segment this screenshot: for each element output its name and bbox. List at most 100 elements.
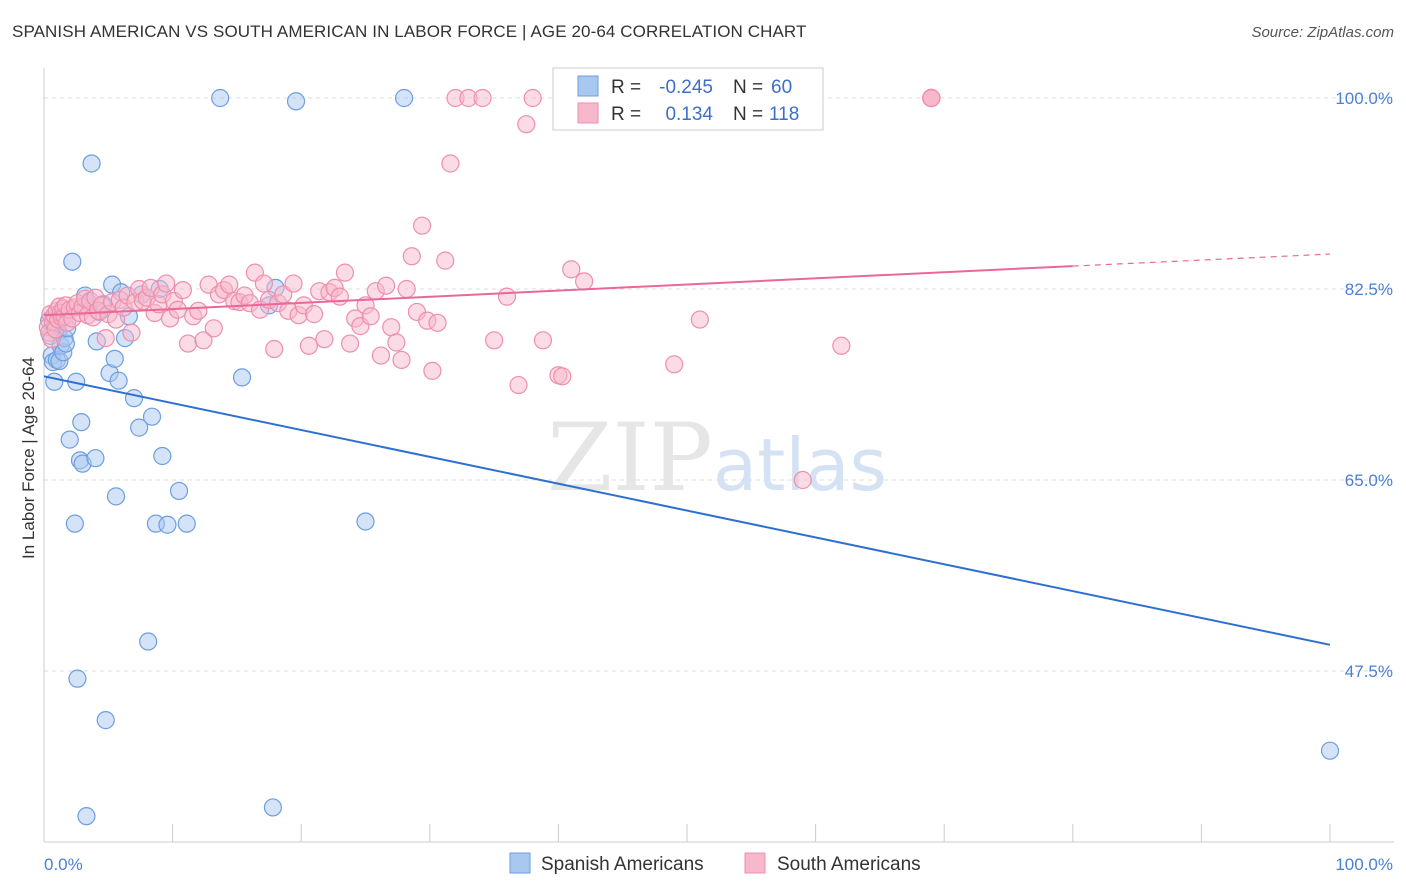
south-point-50 — [178, 334, 198, 353]
south-point-71 — [284, 274, 303, 293]
chart-title: SPANISH AMERICAN VS SOUTH AMERICAN IN LA… — [12, 22, 807, 41]
spanish-point-57 — [356, 512, 375, 531]
south-point-107 — [509, 375, 528, 395]
bottom-legend-label-blue: Spanish Americans — [541, 854, 704, 875]
south-point-67 — [265, 339, 284, 359]
south-point-106 — [497, 287, 517, 306]
south-point-88 — [371, 346, 391, 365]
trend-line-south — [43, 265, 1073, 317]
south-point-29 — [96, 329, 115, 348]
legend-swatch-blue — [577, 75, 599, 97]
source-label: Source: ZipAtlas.com — [1251, 24, 1394, 41]
spanish-point-50 — [177, 514, 196, 533]
y-tick-label-1: 65.0% — [1345, 471, 1393, 490]
spanish-point-43 — [139, 632, 158, 651]
legend-r-value-1: -0.245 — [659, 77, 713, 98]
spanish-point-47 — [153, 446, 172, 466]
south-point-113 — [562, 260, 581, 279]
south-point-98 — [423, 361, 442, 380]
legend-swatch-pink — [577, 102, 599, 124]
watermark-zip: ZIP — [547, 404, 713, 513]
legend-n-value-1: 60 — [771, 77, 792, 98]
south-point-45 — [157, 274, 176, 293]
legend-n-label-2: N = — [733, 104, 763, 125]
south-point-82 — [340, 334, 360, 353]
south-point-109 — [533, 331, 553, 350]
y-tick-label-3: 100.0% — [1335, 89, 1393, 108]
south-point-80 — [330, 287, 349, 306]
legend-n-value-2: 118 — [769, 104, 799, 125]
trend-line-south-extension — [1072, 253, 1331, 267]
spanish-point-56 — [286, 92, 306, 111]
south-point-81 — [335, 263, 355, 282]
trend-line-spanish — [43, 375, 1331, 646]
south-point-112 — [553, 367, 572, 386]
south-point-114 — [575, 272, 594, 291]
y-tick-labels: 47.5% 65.0% 82.5% 100.0% — [1335, 89, 1393, 681]
x-tick-label-0: 0.0% — [44, 855, 83, 874]
south-point-36 — [122, 323, 141, 342]
south-point-92 — [392, 350, 411, 370]
south-point-118 — [832, 336, 851, 355]
spanish-point-4 — [45, 372, 64, 391]
trend-lines — [43, 253, 1331, 646]
spanish-point-27 — [86, 449, 105, 468]
legend-n-label-1: N = — [733, 77, 763, 98]
y-tick-label-0: 47.5% — [1345, 662, 1393, 681]
x-tick-label-1: 100.0% — [1335, 855, 1393, 874]
spanish-point-41 — [130, 418, 149, 437]
spanish-point-31 — [96, 711, 115, 730]
spanish-point-51 — [211, 88, 230, 108]
watermark: ZIP atlas — [547, 404, 887, 513]
x-tick-labels: 0.0% 100.0% — [44, 855, 1393, 874]
south-point-105 — [485, 331, 504, 350]
bottom-legend: Spanish Americans South Americans — [509, 852, 921, 875]
watermark-atlas: atlas — [713, 423, 887, 507]
south-point-90 — [382, 318, 401, 337]
south-point-94 — [402, 247, 421, 266]
south-point-115 — [665, 355, 684, 374]
legend-r-value-2: 0.134 — [665, 104, 713, 125]
south-point-96 — [412, 216, 432, 235]
axes — [43, 68, 1394, 843]
spanish-point-16 — [63, 252, 82, 271]
spanish-point-19 — [68, 669, 87, 688]
south-point-127 — [922, 88, 941, 108]
spanish-point-40 — [124, 389, 144, 408]
south-point-53 — [194, 331, 213, 350]
south-point-65 — [254, 274, 274, 293]
spanish-point-52 — [232, 368, 252, 387]
spanish-point-44 — [142, 407, 162, 426]
south-point-104 — [473, 88, 492, 108]
spanish-point-59 — [1320, 741, 1340, 760]
spanish-point-35 — [106, 487, 126, 506]
south-point-52 — [189, 301, 208, 320]
south-point-58 — [220, 275, 239, 294]
spanish-point-21 — [72, 413, 91, 432]
spanish-point-54 — [263, 798, 283, 817]
legend-r-label-2: R = — [611, 104, 641, 125]
south-point-108 — [517, 115, 536, 134]
south-point-89 — [376, 276, 396, 295]
bottom-legend-swatch-blue — [509, 852, 531, 874]
south-point-86 — [361, 307, 380, 326]
south-point-91 — [387, 333, 406, 352]
south-point-49 — [173, 280, 192, 300]
spanish-point-15 — [60, 430, 79, 449]
y-tick-label-2: 82.5% — [1345, 280, 1393, 299]
south-point-93 — [397, 279, 416, 299]
bottom-legend-swatch-pink — [744, 852, 766, 874]
south-point-75 — [304, 305, 324, 324]
spanish-point-24 — [77, 807, 96, 826]
spanish-point-17 — [65, 514, 84, 533]
spanish-point-34 — [105, 349, 124, 368]
south-point-117 — [793, 470, 812, 490]
y-axis-label: In Labor Force | Age 20-64 — [19, 357, 38, 559]
spanish-point-36 — [109, 371, 128, 390]
south-point-77 — [315, 330, 334, 349]
south-point-55 — [204, 319, 223, 338]
spanish-point-49 — [169, 481, 189, 501]
south-point-74 — [299, 336, 319, 355]
spanish-point-58 — [394, 88, 414, 108]
